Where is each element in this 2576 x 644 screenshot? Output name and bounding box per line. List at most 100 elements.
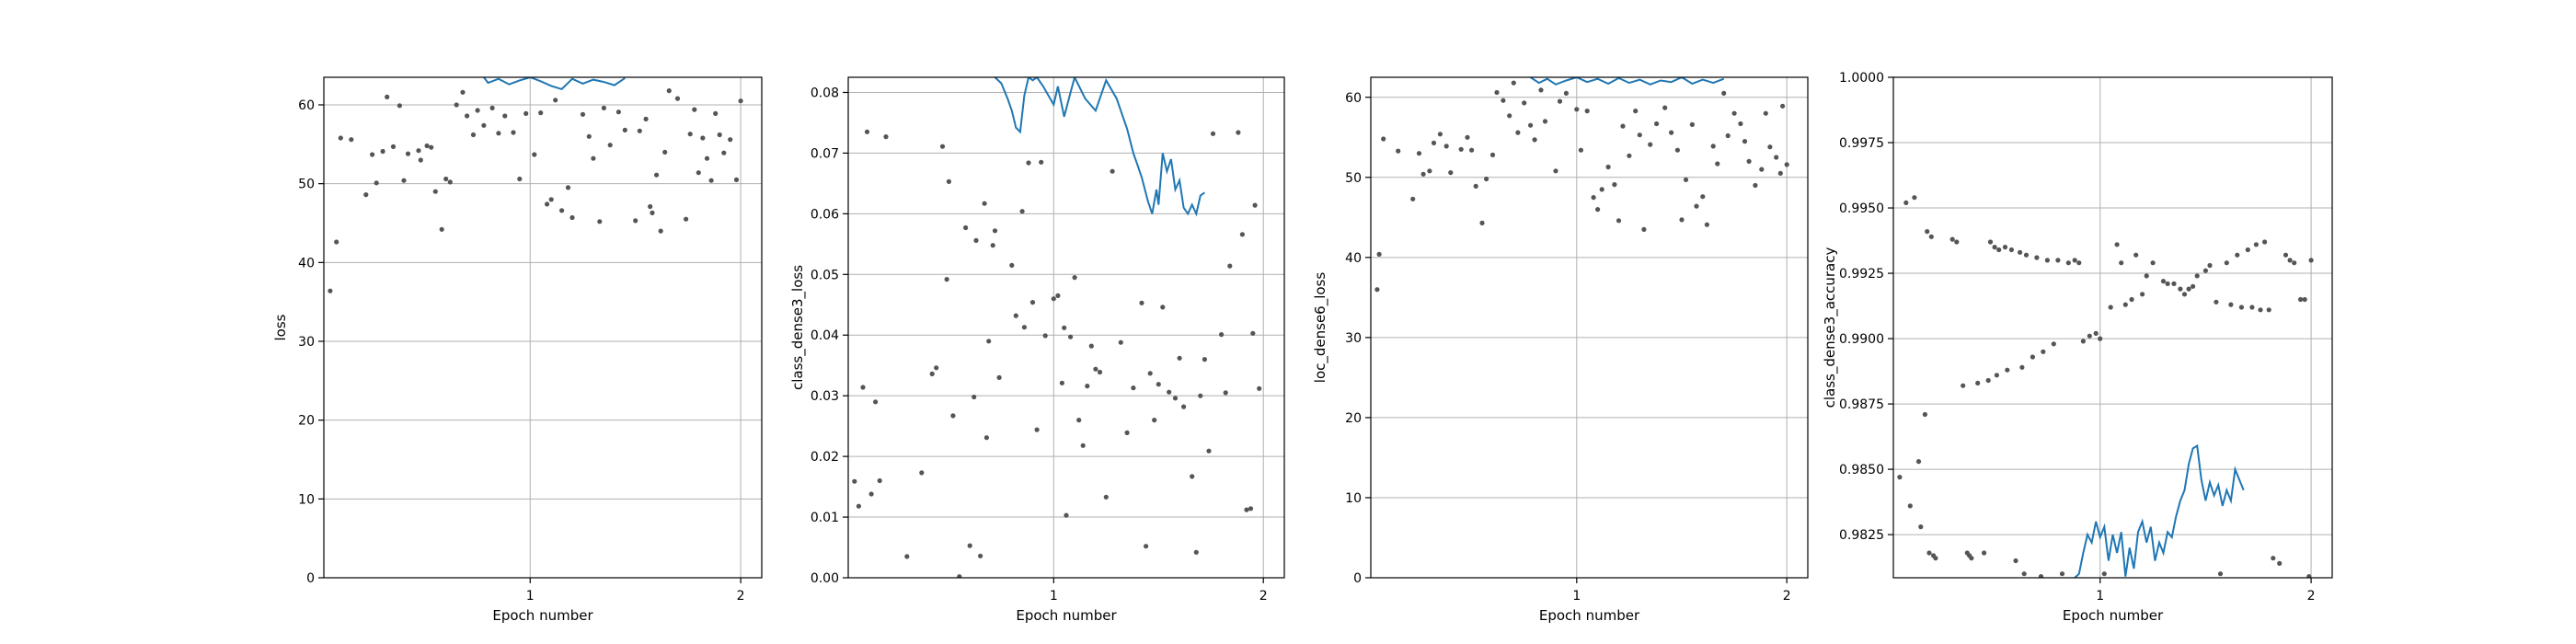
data-point-39 — [1059, 380, 1064, 385]
data-point-33 — [532, 152, 537, 157]
data-point-37 — [1599, 187, 1604, 192]
data-point-11 — [1933, 556, 1938, 561]
data-point-20 — [973, 237, 979, 243]
data-point-60 — [1725, 132, 1731, 139]
data-point-52 — [1118, 339, 1123, 345]
data-point-55 — [2140, 292, 2145, 297]
data-point-43 — [591, 155, 596, 161]
y-tick-label-2: 0.9875 — [1839, 397, 1884, 412]
data-point-15 — [1473, 183, 1478, 189]
data-point-54 — [2133, 252, 2139, 258]
data-point-31 — [2021, 571, 2027, 577]
data-point-45 — [2087, 333, 2092, 339]
data-point-1 — [856, 503, 862, 509]
data-point-6 — [877, 477, 882, 484]
data-point-3 — [864, 129, 870, 134]
x-axis-label: Epoch number — [492, 607, 593, 624]
data-point-63 — [700, 135, 706, 141]
y-tick-label-4: 40 — [1345, 251, 1362, 266]
y-tick-label-0: 0.9825 — [1839, 528, 1884, 543]
data-point-44 — [2080, 339, 2086, 344]
data-point-34 — [1034, 427, 1040, 432]
data-point-31 — [1563, 90, 1569, 96]
y-tick-label-1: 10 — [298, 492, 315, 507]
data-point-29 — [1013, 313, 1018, 318]
data-point-3 — [1396, 148, 1401, 154]
data-point-41 — [1620, 123, 1626, 129]
data-point-35 — [1039, 159, 1044, 165]
data-point-41 — [2065, 260, 2071, 266]
data-point-51 — [2119, 260, 2124, 266]
data-point-20 — [1985, 377, 1991, 384]
data-point-6 — [1420, 171, 1426, 177]
data-point-46 — [1648, 142, 1653, 147]
data-point-25 — [2002, 245, 2008, 250]
data-point-75 — [2249, 305, 2255, 310]
data-point-49 — [633, 218, 638, 224]
data-point-11 — [401, 178, 407, 183]
data-point-80 — [2271, 556, 2276, 561]
y-tick-label-4: 0.9925 — [1839, 267, 1884, 282]
data-point-83 — [2287, 258, 2293, 263]
data-point-28 — [496, 131, 501, 136]
data-point-38 — [1055, 293, 1061, 298]
data-point-62 — [2181, 292, 2188, 297]
data-point-24 — [1996, 247, 2002, 253]
data-point-2 — [338, 135, 343, 141]
data-point-59 — [1156, 382, 1161, 387]
data-point-69 — [1206, 448, 1212, 454]
data-point-77 — [2258, 307, 2263, 313]
data-point-43 — [1072, 275, 1077, 281]
axes-frame — [847, 76, 1285, 579]
plot-area — [852, 77, 1262, 578]
data-point-87 — [2306, 574, 2312, 578]
data-point-18 — [967, 543, 972, 548]
data-point-17 — [1969, 556, 1974, 561]
data-point-70 — [1210, 131, 1216, 136]
data-point-45 — [1080, 443, 1086, 448]
data-point-17 — [432, 189, 438, 194]
data-point-32 — [1026, 160, 1031, 166]
y-tick-label-6: 60 — [298, 98, 315, 113]
data-point-56 — [1144, 544, 1149, 549]
data-point-50 — [2114, 242, 2120, 247]
data-point-49 — [1669, 130, 1674, 135]
y-tick-label-2: 20 — [298, 414, 315, 429]
data-point-59 — [2165, 281, 2170, 286]
data-point-63 — [2186, 286, 2191, 292]
data-point-62 — [696, 170, 701, 176]
data-point-59 — [1721, 90, 1727, 96]
data-point-58 — [2160, 279, 2167, 284]
data-point-25 — [475, 108, 480, 113]
data-point-67 — [1763, 110, 1768, 116]
data-point-2 — [1907, 503, 1913, 509]
data-point-85 — [2298, 296, 2304, 303]
data-point-52 — [648, 203, 653, 210]
data-point-64 — [1181, 404, 1187, 409]
data-point-42 — [586, 133, 592, 139]
y-tick-label-2: 0.02 — [811, 450, 839, 465]
data-point-78 — [1252, 202, 1258, 208]
data-point-42 — [1068, 334, 1074, 339]
data-point-64 — [704, 155, 710, 161]
data-point-0 — [1897, 475, 1903, 480]
data-point-48 — [2101, 571, 2107, 577]
data-point-28 — [1542, 119, 1548, 124]
data-point-29 — [1553, 168, 1558, 174]
data-point-53 — [1689, 121, 1695, 127]
data-point-45 — [601, 105, 607, 110]
data-point-27 — [1538, 87, 1544, 93]
data-point-36 — [548, 197, 554, 202]
data-point-8 — [385, 94, 390, 99]
data-point-40 — [2059, 571, 2065, 577]
data-point-41 — [1064, 512, 1069, 518]
data-point-39 — [1612, 182, 1617, 188]
data-point-63 — [1742, 139, 1748, 144]
data-point-37 — [1051, 296, 1056, 302]
y-tick-label-5: 0.9950 — [1839, 201, 1884, 216]
data-point-78 — [2262, 239, 2268, 245]
data-point-50 — [637, 128, 642, 133]
data-point-65 — [708, 178, 714, 183]
axes-frame — [1370, 76, 1809, 579]
